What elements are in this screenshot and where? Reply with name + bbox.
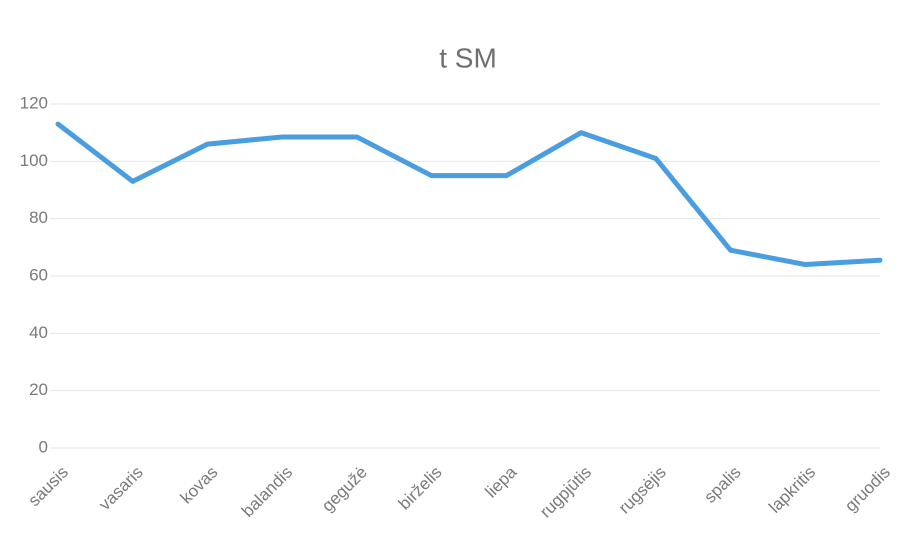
y-tick-label: 100 — [20, 151, 48, 170]
y-tick-label: 20 — [29, 380, 48, 399]
y-tick-label: 40 — [29, 323, 48, 342]
y-tick-label: 60 — [29, 265, 48, 284]
y-tick-label: 0 — [39, 437, 48, 456]
y-tick-label: 120 — [20, 93, 48, 112]
data-line — [55, 121, 883, 268]
y-tick-label: 80 — [29, 208, 48, 227]
chart-title: t SM — [439, 42, 497, 73]
